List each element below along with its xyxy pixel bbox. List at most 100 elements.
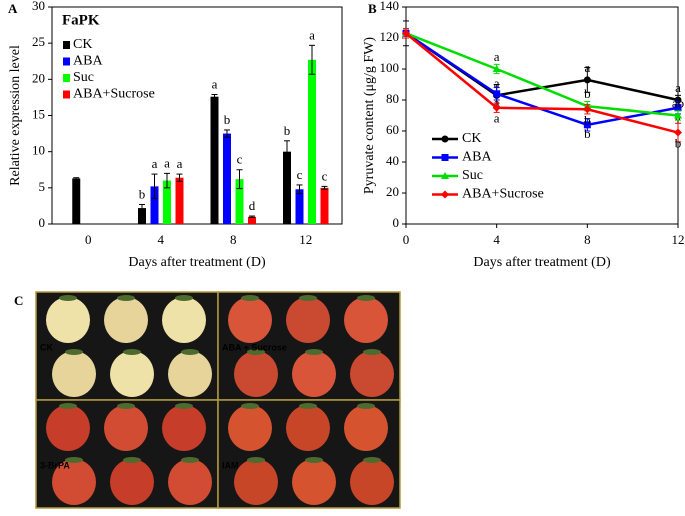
- significance-letter: b: [139, 186, 146, 201]
- x-tick-label: 12: [299, 232, 312, 247]
- legend-label: Suc: [73, 70, 94, 85]
- photo-label: 3-BrPA: [40, 460, 70, 470]
- strawberry: [162, 405, 206, 451]
- legend-swatch: [63, 90, 70, 99]
- significance-letter: a: [152, 156, 158, 171]
- strawberry-calyx: [305, 457, 323, 463]
- significance-letter: a: [494, 49, 500, 64]
- bar: [283, 151, 291, 224]
- strawberry: [104, 297, 148, 343]
- strawberry-calyx: [241, 403, 259, 409]
- bar: [248, 216, 256, 224]
- strawberry-calyx: [123, 349, 141, 355]
- significance-letter: a: [164, 155, 170, 170]
- strawberry: [350, 351, 394, 397]
- bar: [308, 59, 316, 225]
- legend-label: ABA+Sucrose: [73, 87, 155, 102]
- bar: [163, 180, 171, 224]
- bar: [295, 189, 304, 224]
- x-tick-label: 12: [672, 232, 685, 247]
- strawberry: [110, 459, 154, 505]
- significance-letter: a: [309, 27, 315, 42]
- bar: [150, 186, 159, 224]
- strawberry-calyx: [175, 403, 193, 409]
- strawberry-calyx: [363, 457, 381, 463]
- strawberry: [104, 405, 148, 451]
- y-tick-label: 15: [32, 106, 45, 121]
- strawberry: [228, 297, 272, 343]
- strawberry-calyx: [181, 349, 199, 355]
- strawberry: [286, 405, 330, 451]
- strawberry-calyx: [305, 349, 323, 355]
- x-tick-label: 4: [158, 232, 165, 247]
- legend-label: CK: [462, 131, 481, 146]
- bar: [175, 177, 184, 224]
- significance-letter: b: [584, 112, 591, 127]
- strawberry: [292, 459, 336, 505]
- strawberry-calyx: [357, 295, 375, 301]
- legend-label: CK: [73, 37, 92, 52]
- strawberry-calyx: [59, 295, 77, 301]
- significance-letter: a: [675, 80, 681, 95]
- marker: [441, 154, 449, 161]
- marker: [402, 29, 410, 38]
- significance-letter: c: [297, 167, 303, 182]
- y-tick-label: 5: [39, 179, 46, 194]
- strawberry: [52, 459, 96, 505]
- significance-letter: c: [322, 168, 328, 183]
- y-tick-label: 0: [39, 215, 46, 230]
- strawberry-calyx: [241, 295, 259, 301]
- marker: [583, 121, 591, 129]
- photo-label: CK: [40, 342, 53, 352]
- series-line: [405, 32, 679, 134]
- marker: [492, 65, 501, 72]
- y-tick-label: 30: [32, 0, 45, 13]
- photo-tile: ABA + Sucrose: [217, 291, 401, 401]
- marker: [583, 105, 592, 114]
- y-axis-title: Pyruvate content (μg/g FW): [362, 37, 377, 195]
- photo-tile: 3-BrPA: [35, 399, 219, 509]
- panel-label: C: [14, 293, 23, 308]
- legend-label: ABA: [73, 54, 103, 69]
- strawberry-calyx: [65, 349, 83, 355]
- strawberry: [162, 297, 206, 343]
- marker: [674, 104, 682, 112]
- strawberry-calyx: [357, 403, 375, 409]
- strawberry-calyx: [117, 403, 135, 409]
- bar: [223, 133, 231, 224]
- y-tick-label: 60: [386, 122, 399, 137]
- marker: [674, 128, 682, 137]
- significance-letter: d: [249, 198, 256, 213]
- marker: [441, 190, 449, 199]
- series-line: [405, 32, 679, 117]
- y-tick-label: 120: [380, 29, 400, 44]
- legend-label: ABA+Sucrose: [462, 187, 544, 202]
- significance-letter: b: [224, 112, 231, 127]
- y-tick-label: 40: [386, 153, 399, 168]
- legend-swatch: [63, 41, 70, 49]
- y-tick-label: 10: [32, 143, 45, 158]
- strawberry: [110, 351, 154, 397]
- marker: [583, 76, 591, 84]
- y-tick-label: 0: [393, 215, 400, 230]
- y-tick-label: 80: [386, 91, 399, 106]
- strawberry: [52, 351, 96, 397]
- significance-letter: a: [584, 60, 590, 75]
- strawberry: [350, 459, 394, 505]
- significance-letter: a: [212, 77, 218, 92]
- strawberry-calyx: [181, 457, 199, 463]
- bar: [210, 96, 219, 224]
- marker: [674, 111, 682, 119]
- strawberry: [168, 351, 212, 397]
- x-axis-title: Days after treatment (D): [128, 255, 266, 270]
- strawberry-calyx: [117, 295, 135, 301]
- panel-label: B: [368, 1, 377, 16]
- significance-letter: b: [584, 86, 591, 101]
- panel-label: A: [8, 1, 18, 16]
- significance-letter: b: [584, 126, 591, 141]
- y-tick-label: 20: [32, 70, 45, 85]
- x-tick-label: 0: [403, 232, 410, 247]
- strawberry-calyx: [299, 295, 317, 301]
- marker: [492, 103, 501, 112]
- strawberry: [46, 405, 90, 451]
